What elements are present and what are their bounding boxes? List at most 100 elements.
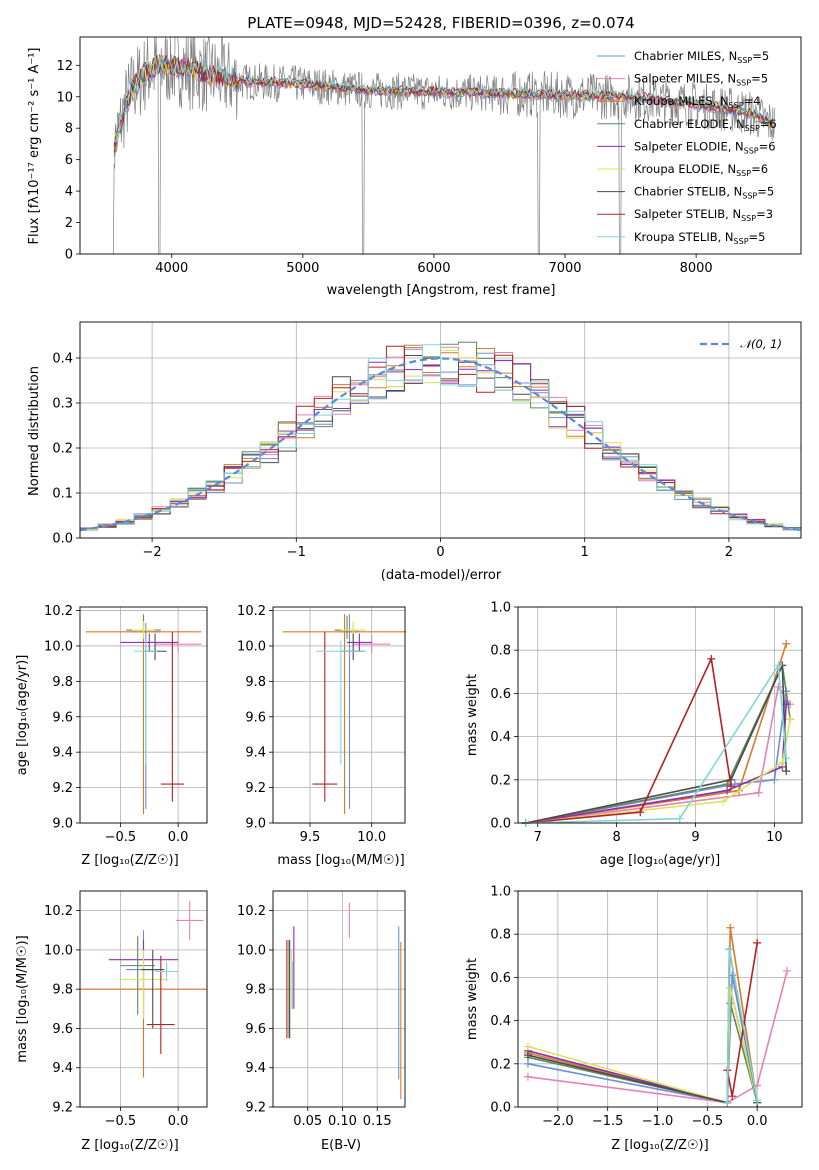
mwage-point-marker	[719, 797, 728, 806]
mwz-ytick-label: 0.2	[490, 1057, 511, 1072]
massz-xtick-label: −0.5	[105, 1114, 137, 1129]
hist-xtick-label: −1	[287, 545, 306, 560]
hist-ylabel: Normed distribution	[27, 366, 42, 496]
mwz-point-marker	[753, 1096, 762, 1105]
normal-curve	[79, 357, 802, 532]
agemass-xtick-label: 10.0	[357, 830, 386, 845]
agez-frame	[79, 606, 208, 824]
mwz-xtick-label: −1.0	[642, 1114, 674, 1129]
mwage-series-line	[525, 719, 791, 824]
mwz-series-line	[527, 949, 758, 1104]
massebv-xtick-label: 0.15	[363, 1114, 392, 1129]
mwage-ylabel: mass weight	[465, 674, 480, 756]
mwz-point-marker	[726, 923, 735, 932]
mwage-point-marker	[782, 639, 791, 648]
mwz-series-line	[527, 970, 788, 1104]
mwage-point-marker	[754, 788, 763, 797]
mwz-ytick-label: 0.0	[490, 1101, 511, 1116]
mwage-xlabel: age [log₁₀(age/yr)]	[600, 853, 721, 868]
massz-ytick-label: 9.8	[52, 983, 73, 998]
mwz-point-marker	[728, 1092, 737, 1101]
mwage-ytick-label: 0.0	[490, 817, 511, 832]
spectrum-model-line	[113, 55, 772, 143]
spectrum-xtick-label: 6000	[417, 261, 450, 276]
agemass-xtick-label: 9.5	[300, 830, 321, 845]
mwage-ytick-label: 0.6	[490, 687, 511, 702]
massebv-ytick-label: 9.6	[245, 1022, 266, 1037]
spectrum-data-line	[112, 36, 776, 255]
agez-ytick-label: 9.2	[52, 781, 73, 796]
hist-xtick-label: −2	[143, 545, 162, 560]
agez-ytick-label: 10.0	[44, 639, 73, 654]
agemass-ytick-label: 9.4	[245, 746, 266, 761]
mwage-xtick-label: 10	[766, 830, 783, 845]
hist-xtick-label: 0	[436, 545, 444, 560]
massz-ytick-label: 10.0	[44, 943, 73, 958]
mwage-point-marker	[675, 814, 684, 823]
mwz-xtick-label: −1.5	[592, 1114, 624, 1129]
mwage-point-marker	[707, 654, 716, 663]
hist-ytick-label: 0.0	[52, 532, 73, 547]
mwage-ytick-label: 1.0	[490, 601, 511, 616]
mwage-ytick-label: 0.4	[490, 730, 511, 745]
agez-xlabel: Z [log₁₀(Z/Z☉)]	[81, 853, 178, 868]
legend-label: Salpeter STELIB, NSSP=3	[634, 207, 773, 223]
mwz-ytick-label: 0.8	[490, 928, 511, 943]
massebv-ytick-label: 9.2	[245, 1101, 266, 1116]
massz-xtick-label: 0.0	[168, 1114, 189, 1129]
mwage-series-line	[525, 656, 732, 824]
spectrum-xtick-label: 8000	[680, 261, 713, 276]
massebv-ytick-label: 9.8	[245, 983, 266, 998]
mwz-point-marker	[523, 1042, 532, 1051]
massebv-xlabel: E(B-V)	[321, 1138, 361, 1153]
massz-ytick-label: 9.2	[52, 1101, 73, 1116]
hist-ytick-label: 0.2	[52, 442, 73, 457]
mwage-point-marker	[782, 754, 791, 763]
agemass-ytick-label: 9.8	[245, 675, 266, 690]
agez-ytick-label: 10.2	[44, 604, 73, 619]
spectrum-frame	[79, 36, 802, 255]
spectrum-title: PLATE=0948, MJD=52428, FIBERID=0396, z=0…	[247, 14, 634, 32]
massebv-ytick-label: 9.4	[245, 1061, 266, 1076]
mwage-xtick-label: 8	[612, 830, 620, 845]
legend-label: Chabrier STELIB, NSSP=5	[634, 185, 774, 201]
spectrum-ylabel: Flux [fλ10⁻¹⁷ erg cm⁻² s⁻¹ A⁻¹]	[27, 48, 42, 245]
spectrum-xtick-label: 5000	[286, 261, 319, 276]
hist-series-step	[79, 344, 802, 538]
mwage-point-marker	[770, 775, 779, 784]
mwz-xtick-label: −2.0	[542, 1114, 574, 1129]
massz-ytick-label: 9.4	[52, 1061, 73, 1076]
mwage-point-marker	[782, 767, 791, 776]
massz-ytick-label: 10.2	[44, 904, 73, 919]
mwage-series-line	[525, 664, 787, 824]
mwz-point-marker	[723, 1098, 732, 1107]
mwz-series-line	[527, 1003, 758, 1104]
mwz-ytick-label: 0.6	[490, 971, 511, 986]
spectrum-ytick-label: 10	[56, 90, 73, 105]
mwage-ytick-label: 0.2	[490, 773, 511, 788]
agemass-ytick-label: 9.2	[245, 781, 266, 796]
hist-ytick-label: 0.1	[52, 487, 73, 502]
hist-legend-label: 𝒩(0, 1)	[740, 337, 782, 351]
massz-frame	[79, 890, 208, 1108]
spectrum-ytick-label: 0	[65, 248, 73, 263]
agez-xtick-label: 0.0	[168, 830, 189, 845]
legend-label: Kroupa MILES, NSSP=4	[634, 94, 760, 110]
agez-ylabel: age [log₁₀(age/yr)]	[15, 655, 30, 776]
spectrum-ytick-label: 4	[65, 185, 73, 200]
mwage-point-marker	[636, 808, 645, 817]
agez-ytick-label: 9.6	[52, 710, 73, 725]
spectrum-xlabel: wavelength [Angstrom, rest frame]	[327, 283, 556, 298]
mwz-frame	[517, 890, 803, 1108]
agez-ytick-label: 9.8	[52, 675, 73, 690]
agemass-xlabel: mass [log₁₀(M/M☉)]	[277, 853, 404, 868]
mwz-ytick-label: 0.4	[490, 1014, 511, 1029]
legend-label: Chabrier ELODIE, NSSP=6	[634, 117, 777, 133]
spectrum-xtick-label: 4000	[155, 261, 188, 276]
mwz-series-line	[527, 927, 758, 1104]
legend-label: Salpeter ELODIE, NSSP=6	[634, 139, 776, 155]
mwage-frame	[517, 606, 803, 824]
hist-xtick-label: 1	[581, 545, 589, 560]
legend-label: Salpeter MILES, NSSP=5	[634, 72, 768, 88]
